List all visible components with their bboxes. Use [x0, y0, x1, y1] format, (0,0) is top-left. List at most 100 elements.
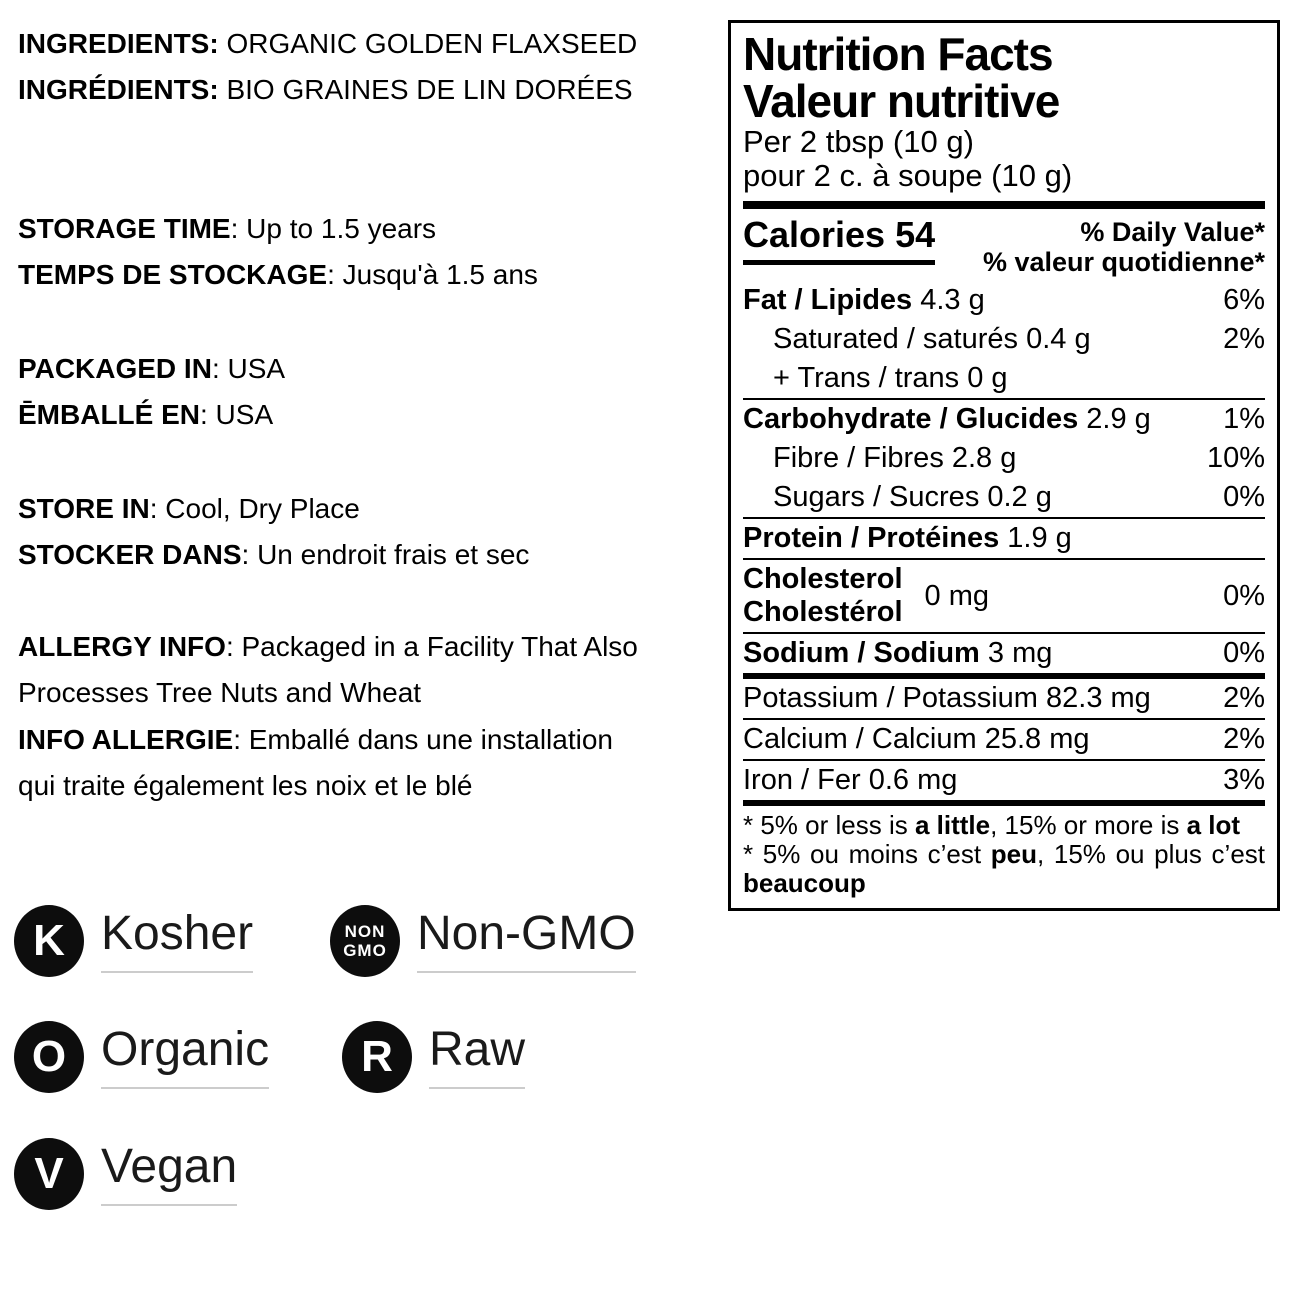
raw-icon: R — [342, 1021, 412, 1093]
iron-amount: Iron / Fer 0.6 mg — [743, 764, 958, 796]
cholesterol-dv: 0% — [1223, 579, 1265, 612]
fibre-amount: Fibre / Fibres 2.8 g — [773, 442, 1017, 474]
cholesterol-amount: 0 mg — [924, 579, 990, 612]
nutrient-row-calcium: Calcium / Calcium 25.8 mg 2% — [743, 718, 1265, 759]
badge-underline — [101, 1087, 270, 1089]
badge-raw: R Raw — [342, 1021, 526, 1093]
fat-label: Fat / Lipides — [743, 284, 913, 316]
footnote-fr: * 5% ou moins c’est peu, 15% ou plus c’e… — [743, 839, 1265, 898]
calcium-dv: 2% — [1223, 723, 1265, 755]
badge-label-non-gmo: Non-GMO — [417, 907, 636, 960]
storage-time-value-en: : Up to 1.5 years — [230, 213, 437, 244]
serving-size-en: Per 2 tbsp (10 g) — [743, 124, 974, 159]
nutrient-row-carbohydrate: Carbohydrate / Glucides 2.9 g 1% — [743, 398, 1265, 439]
badge-underline — [101, 1204, 238, 1206]
nutrition-facts-panel: Nutrition Facts Valeur nutritive Per 2 t… — [728, 20, 1280, 911]
storage-time-line-en: STORAGE TIME: Up to 1.5 years — [18, 213, 436, 245]
carbohydrate-amount: 2.9 g — [1078, 403, 1151, 435]
nutrient-row-fat: Fat / Lipides 4.3 g 6% — [743, 281, 1265, 320]
allergy-value-fr: : Emballé dans une installation qui trai… — [18, 724, 613, 801]
nutrient-row-potassium: Potassium / Potassium 82.3 mg 2% — [743, 673, 1265, 718]
iron-dv: 3% — [1223, 764, 1265, 796]
daily-value-header-en: % Daily Value* — [1080, 217, 1265, 247]
badge-underline — [429, 1087, 526, 1089]
nutrient-row-trans: + Trans / trans 0 g — [743, 359, 1265, 398]
nutrient-row-iron: Iron / Fer 0.6 mg 3% — [743, 759, 1265, 800]
nutrient-row-saturated: Saturated / saturés 0.4 g 2% — [743, 320, 1265, 359]
carbohydrate-label: Carbohydrate / Glucides — [743, 403, 1079, 435]
packaged-in-value-fr: : USA — [200, 399, 274, 430]
badge-kosher: K Kosher — [14, 905, 254, 977]
badge-label-kosher: Kosher — [101, 907, 254, 960]
potassium-dv: 2% — [1223, 682, 1265, 714]
calories-value: Calories 54 — [743, 214, 936, 265]
ingredients-line-en: INGREDIENTS: ORGANIC GOLDEN FLAXSEED — [18, 28, 637, 60]
daily-value-header-fr: % valeur quotidienne* — [982, 247, 1265, 277]
ingredients-line-fr: INGRÉDIENTS: BIO GRAINES DE LIN DORÉES — [18, 74, 633, 106]
storage-time-label-en: STORAGE TIME — [18, 213, 231, 244]
allergy-value-en: : Packaged in a Facility That Also Proce… — [18, 631, 638, 708]
nutrient-row-protein: Protein / Protéines 1.9 g — [743, 517, 1265, 558]
storage-time-line-fr: TEMPS DE STOCKAGE: Jusqu'à 1.5 ans — [18, 259, 538, 291]
protein-amount: 1.9 g — [999, 522, 1072, 554]
vegan-icon: V — [14, 1138, 84, 1210]
store-in-line-fr: STOCKER DANS: Un endroit frais et sec — [18, 539, 529, 571]
store-in-line-en: STORE IN: Cool, Dry Place — [18, 493, 360, 525]
cholesterol-label-fr: Cholestérol — [743, 596, 903, 628]
non-gmo-icon: NON GMO — [330, 905, 400, 977]
sodium-amount: 3 mg — [979, 637, 1053, 669]
header-divider-bar — [743, 201, 1265, 209]
allergy-label-en: ALLERGY INFO — [18, 631, 226, 662]
cholesterol-label-en: Cholesterol — [743, 563, 903, 595]
sugars-amount: Sugars / Sucres 0.2 g — [773, 481, 1052, 513]
storage-time-label-fr: TEMPS DE STOCKAGE — [18, 259, 328, 290]
nutrient-row-fibre: Fibre / Fibres 2.8 g 10% — [743, 439, 1265, 478]
ingredients-value-fr: BIO GRAINES DE LIN DORÉES — [218, 74, 633, 105]
ingredients-label-fr: INGRÉDIENTS: — [18, 74, 219, 105]
nutrient-row-sugars: Sugars / Sucres 0.2 g 0% — [743, 478, 1265, 517]
packaged-in-line-en: PACKAGED IN: USA — [18, 353, 285, 385]
potassium-amount: Potassium / Potassium 82.3 mg — [743, 682, 1151, 714]
calories-row: Calories 54 % Daily Value* % valeur quot… — [743, 215, 1265, 277]
trans-amount: + Trans / trans 0 g — [773, 362, 1008, 394]
saturated-amount: Saturated / saturés 0.4 g — [773, 323, 1091, 355]
ingredients-value-en: ORGANIC GOLDEN FLAXSEED — [218, 28, 638, 59]
badge-underline — [101, 971, 254, 973]
store-in-value-fr: : Un endroit frais et sec — [241, 539, 530, 570]
store-in-label-fr: STOCKER DANS — [18, 539, 242, 570]
badge-vegan: V Vegan — [14, 1138, 238, 1210]
calories-number: 54 — [895, 214, 936, 255]
badge-organic: O Organic — [14, 1021, 270, 1093]
calcium-amount: Calcium / Calcium 25.8 mg — [743, 723, 1090, 755]
organic-icon: O — [14, 1021, 84, 1093]
sodium-label: Sodium / Sodium — [743, 637, 980, 669]
panel-title-fr: Valeur nutritive — [743, 75, 1060, 127]
badge-label-vegan: Vegan — [101, 1140, 238, 1193]
carbohydrate-dv: 1% — [1223, 403, 1265, 435]
nutrient-row-sodium: Sodium / Sodium 3 mg 0% — [743, 632, 1265, 673]
allergy-info-en: ALLERGY INFO: Packaged in a Facility Tha… — [18, 624, 658, 716]
packaged-in-value-en: : USA — [211, 353, 286, 384]
store-in-value-en: : Cool, Dry Place — [149, 493, 360, 524]
calories-label: Calories — [743, 214, 886, 255]
ingredients-label-en: INGREDIENTS: — [18, 28, 219, 59]
badge-label-organic: Organic — [101, 1023, 270, 1076]
panel-title-en: Nutrition Facts — [743, 28, 1054, 80]
packaged-in-line-fr: ĒMBALLÉ EN: USA — [18, 399, 273, 431]
fat-dv: 6% — [1223, 284, 1265, 316]
badge-label-raw: Raw — [429, 1023, 526, 1076]
badge-underline — [417, 971, 636, 973]
packaged-in-label-en: PACKAGED IN — [18, 353, 212, 384]
allergy-info-fr: INFO ALLERGIE: Emballé dans une installa… — [18, 717, 658, 809]
saturated-dv: 2% — [1223, 323, 1265, 355]
store-in-label-en: STORE IN — [18, 493, 150, 524]
sugars-dv: 0% — [1223, 481, 1265, 513]
fibre-dv: 10% — [1206, 442, 1265, 474]
daily-value-header: % Daily Value* % valeur quotidienne* — [983, 217, 1265, 277]
badge-non-gmo: NON GMO Non-GMO — [330, 905, 636, 977]
protein-label: Protein / Protéines — [743, 522, 1000, 554]
kosher-icon: K — [14, 905, 84, 977]
footnote-en: * 5% or less is a little, 15% or more is… — [743, 810, 1241, 840]
allergy-label-fr: INFO ALLERGIE — [18, 724, 234, 755]
